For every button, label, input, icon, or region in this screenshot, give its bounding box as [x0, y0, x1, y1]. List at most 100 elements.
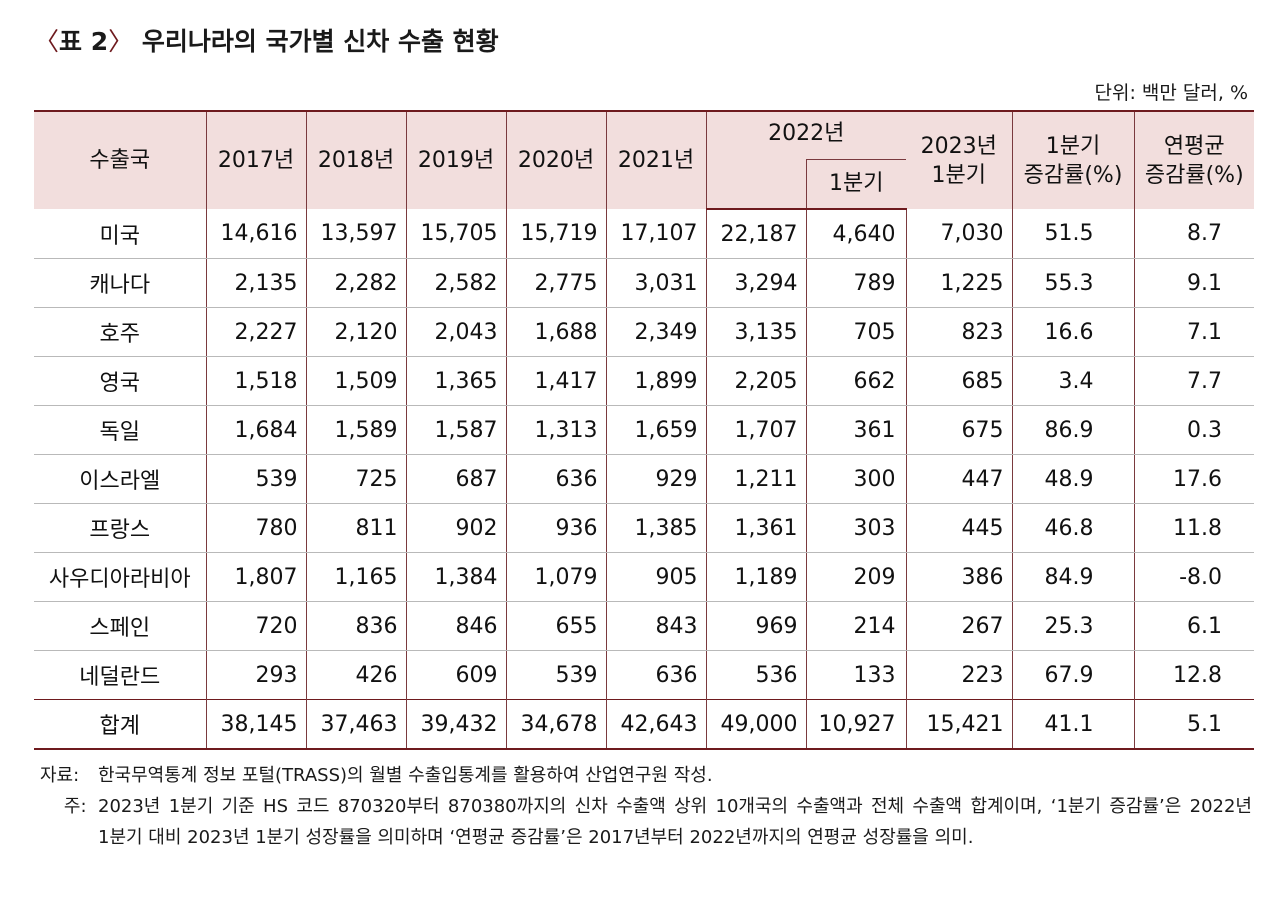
value-cell: 86.9: [1012, 405, 1135, 455]
header-2022: 2022년: [706, 110, 907, 159]
value-cell: 662: [806, 356, 907, 406]
value-cell: 49,000: [706, 699, 807, 750]
table-row: 프랑스 780 811 902 936 1,385 1,361 303 445 46.8 11.8: [34, 503, 1255, 553]
value-cell: 2,120: [306, 307, 407, 357]
value-cell: 843: [606, 601, 707, 651]
header-2021: 2021년: [606, 110, 707, 209]
value-cell: 1,587: [406, 405, 507, 455]
value-cell: 361: [806, 405, 907, 455]
value-cell: 209: [806, 552, 907, 602]
header-cagr: 연평균 증감률(%): [1134, 110, 1255, 209]
value-cell: 447: [906, 454, 1013, 504]
header-q1-growth: 1분기 증감률(%): [1012, 110, 1135, 209]
footnote: 주: 2023년 1분기 기준 HS 코드 870320부터 870380까지의…: [40, 791, 1252, 853]
country-cell: 사우디아라비아: [34, 552, 207, 602]
value-cell: 300: [806, 454, 907, 504]
table-row: 호주 2,227 2,120 2,043 1,688 2,349 3,135 705 823 16…: [34, 307, 1255, 357]
source-text: 한국무역통계 정보 포털(TRASS)의 월별 수출입통계를 활용하여 산업연구…: [98, 765, 713, 786]
table-row: 캐나다 2,135 2,282 2,582 2,775 3,031 3,294 789 1,22…: [34, 258, 1255, 308]
value-cell: 2,205: [706, 356, 807, 406]
header-2020: 2020년: [506, 110, 607, 209]
value-cell: 41.1: [1012, 699, 1135, 750]
export-table: 수출국 2017년 2018년 2019년 2020년 2021년 2022년 …: [34, 110, 1255, 750]
value-cell: 22,187: [706, 209, 807, 259]
value-cell: 936: [506, 503, 607, 553]
value-cell: 17,107: [606, 209, 707, 259]
table-row: 사우디아라비아 1,807 1,165 1,384 1,079 905 1,189 209 38…: [34, 552, 1255, 602]
value-cell: 1,684: [206, 405, 307, 455]
value-cell: 536: [706, 650, 807, 700]
table-title: 〈표 2〉 우리나라의 국가별 신차 수출 현황: [34, 22, 499, 58]
value-cell: 969: [706, 601, 807, 651]
country-cell: 네덜란드: [34, 650, 207, 700]
unit-label: 단위: 백만 달러, %: [1094, 82, 1249, 104]
value-cell: 10,927: [806, 699, 907, 750]
value-cell: 1,313: [506, 405, 607, 455]
value-cell: 3,135: [706, 307, 807, 357]
value-cell: 38,145: [206, 699, 307, 750]
value-cell: 1,417: [506, 356, 607, 406]
value-cell: 15,421: [906, 699, 1013, 750]
country-cell: 독일: [34, 405, 207, 455]
footnote-text: 2023년 1분기 기준 HS 코드 870320부터 870380까지의 신차…: [98, 796, 1252, 848]
value-cell: 675: [906, 405, 1013, 455]
value-cell: 14,616: [206, 209, 307, 259]
value-cell: 1,688: [506, 307, 607, 357]
value-cell: 1,807: [206, 552, 307, 602]
value-cell: 25.3: [1012, 601, 1135, 651]
country-cell: 이스라엘: [34, 454, 207, 504]
country-cell: 영국: [34, 356, 207, 406]
value-cell: 37,463: [306, 699, 407, 750]
value-cell: 293: [206, 650, 307, 700]
value-cell: 445: [906, 503, 1013, 553]
value-cell: 720: [206, 601, 307, 651]
value-cell: 1,225: [906, 258, 1013, 308]
footnote-label: 주:: [63, 796, 87, 817]
value-cell: 1,211: [706, 454, 807, 504]
value-cell: 1,361: [706, 503, 807, 553]
value-cell: 17.6: [1134, 454, 1255, 504]
value-cell: 2,135: [206, 258, 307, 308]
value-cell: 2,227: [206, 307, 307, 357]
table-row: 스페인 720 836 846 655 843 969 214 267 25.3 6.1: [34, 601, 1255, 651]
value-cell: 11.8: [1134, 503, 1255, 553]
country-cell: 캐나다: [34, 258, 207, 308]
value-cell: 386: [906, 552, 1013, 602]
value-cell: 539: [506, 650, 607, 700]
value-cell: 12.8: [1173, 662, 1223, 688]
value-cell: 5.1: [1134, 699, 1255, 750]
value-cell: 84.9: [1012, 552, 1135, 602]
value-cell: 7,030: [906, 209, 1013, 259]
value-cell: 655: [506, 601, 607, 651]
table-row: 네덜란드 293 426 609 539 636 536 133 223 67.9 12.8: [34, 650, 1254, 700]
value-cell: 846: [406, 601, 507, 651]
value-cell: 3,031: [606, 258, 707, 308]
value-cell: 811: [306, 503, 407, 553]
value-cell: 1,509: [306, 356, 407, 406]
value-cell: 9.1: [1134, 258, 1255, 308]
value-cell: 823: [906, 307, 1013, 357]
value-cell: 55.3: [1012, 258, 1135, 308]
value-cell: 15,719: [506, 209, 607, 259]
value-cell: 1,899: [606, 356, 707, 406]
value-cell: 539: [206, 454, 307, 504]
value-cell: 426: [306, 650, 407, 700]
value-cell: 39,432: [406, 699, 507, 750]
value-cell: 687: [406, 454, 507, 504]
value-cell: 3,294: [706, 258, 807, 308]
title-close-bracket: 〉: [108, 27, 134, 56]
value-cell: 42,643: [606, 699, 707, 750]
country-cell: 합계: [34, 699, 207, 750]
title-open-bracket: 〈: [34, 27, 60, 56]
value-cell: 636: [606, 650, 707, 700]
value-cell: 67.9: [1012, 650, 1135, 700]
value-cell: 51.5: [1012, 209, 1135, 259]
title-text: 우리나라의 국가별 신차 수출 현황: [141, 27, 499, 56]
value-cell: 636: [506, 454, 607, 504]
value-cell: 685: [906, 356, 1013, 406]
value-cell: 1,079: [506, 552, 607, 602]
total-row: 합계 38,145 37,463 39,432 34,678 42,643 49,000 10…: [34, 699, 1255, 750]
value-cell: 1,189: [706, 552, 807, 602]
value-cell: 1,365: [406, 356, 507, 406]
value-cell: 2,043: [406, 307, 507, 357]
